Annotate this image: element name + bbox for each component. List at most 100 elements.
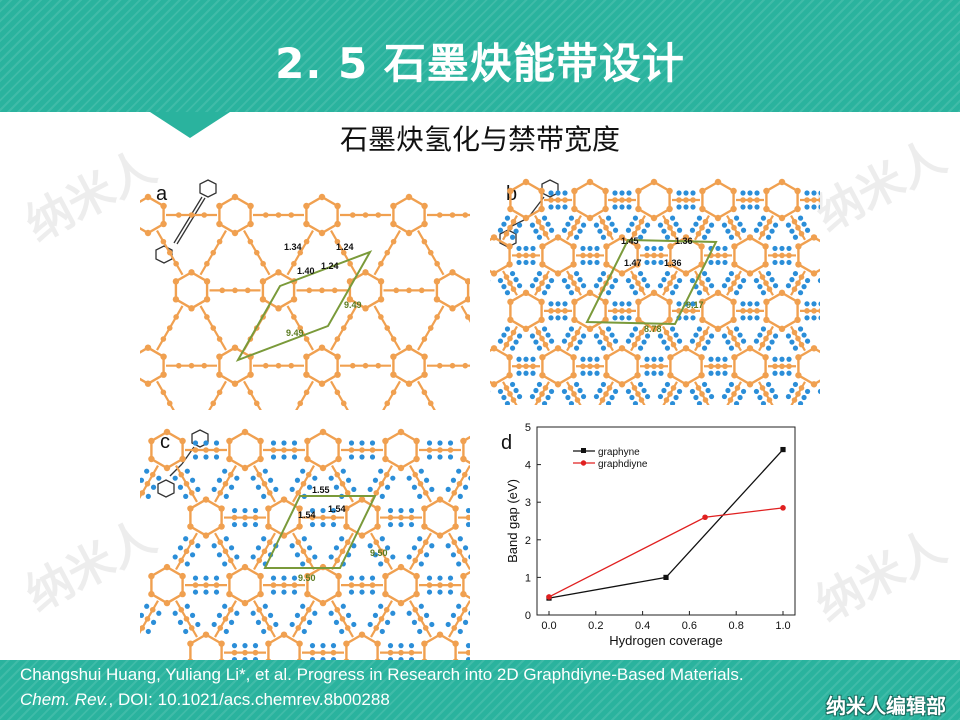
carbon-atom	[319, 287, 325, 294]
carbon-ring	[384, 430, 418, 470]
carbon-atom	[408, 514, 415, 521]
carbon-atom	[570, 243, 577, 250]
carbon-atom	[188, 305, 195, 312]
carbon-atom	[538, 316, 545, 324]
carbon-atom	[538, 205, 545, 213]
carbon-atom	[218, 505, 225, 512]
carbon-atom	[369, 582, 376, 588]
carbon-atom	[427, 249, 434, 256]
bond-length: 1.24	[336, 242, 354, 252]
carbon-atom	[242, 514, 248, 521]
hydrogen-atom	[657, 333, 664, 339]
hydrogen-atom	[294, 552, 301, 558]
carbon-atom	[638, 286, 645, 292]
carbon-atom	[413, 455, 420, 463]
hydrogen-atom	[516, 222, 523, 228]
hydrogen-atom	[462, 545, 469, 551]
carbon-atom	[587, 252, 593, 259]
hydrogen-atom	[562, 301, 568, 307]
hydrogen-atom	[330, 657, 337, 660]
hydrogen-atom	[545, 221, 551, 227]
carbon-atom	[303, 389, 310, 396]
hydrogen-atom	[722, 370, 728, 376]
carbon-atom	[330, 649, 337, 656]
carbon-atom	[413, 590, 420, 598]
hydrogen-atom	[513, 277, 519, 283]
hydrogen-atom	[747, 315, 753, 321]
hydrogen-atom	[804, 227, 811, 233]
hydrogen-atom	[629, 221, 635, 227]
hydrogen-atom	[359, 454, 365, 460]
carbon-atom	[734, 385, 741, 391]
carbon-atom	[187, 505, 194, 512]
carbon-atom	[259, 278, 267, 285]
carbon-ring	[305, 195, 339, 235]
hydrogen-atom	[733, 400, 740, 405]
carbon-atom	[811, 308, 817, 314]
carbon-atom	[763, 391, 769, 397]
carbon-atom	[320, 649, 326, 656]
carbon-atom	[586, 325, 594, 333]
hydrogen-atom	[705, 228, 711, 234]
hydrogen-atom	[753, 388, 760, 395]
carbon-atom	[507, 224, 513, 231]
carbon-atom	[539, 280, 545, 286]
hydrogen-atom	[261, 628, 267, 635]
carbon-atom	[358, 532, 366, 539]
carbon-atom	[348, 447, 355, 453]
hydrogen-atom	[348, 454, 355, 460]
hydrogen-atom	[289, 543, 295, 549]
hydrogen-atom	[429, 621, 435, 628]
data-point-graphdiyne	[780, 505, 786, 511]
carbon-atom	[603, 354, 610, 361]
carbon-atom	[160, 336, 167, 342]
hydrogen-atom	[533, 228, 539, 234]
hydrogen-atom	[172, 610, 178, 616]
hydrogen-atom	[587, 370, 593, 376]
carbon-atom	[247, 389, 254, 396]
carbon-atom	[227, 606, 234, 613]
bond-length: 1.34	[284, 242, 302, 252]
hydrogen-atom	[708, 259, 714, 266]
carbon-atom	[203, 296, 211, 303]
carbon-atom	[319, 599, 327, 607]
carbon-atom	[390, 389, 397, 396]
carbon-atom	[727, 397, 734, 403]
carbon-atom	[160, 238, 167, 245]
carbon-atom	[763, 316, 770, 324]
hydrogen-atom	[145, 493, 151, 499]
hydrogen-atom	[769, 387, 775, 394]
hydrogen-atom	[339, 536, 345, 542]
carbon-ring	[541, 236, 575, 275]
legend-label: graphdiyne	[598, 459, 648, 470]
hydrogen-atom	[577, 228, 583, 234]
carbon-atom	[658, 252, 664, 259]
carbon-atom	[554, 270, 562, 277]
hydrogen-atom	[418, 603, 424, 609]
carbon-atom	[226, 455, 233, 463]
hydrogen-atom	[301, 536, 307, 542]
hydrogen-atom	[408, 657, 415, 660]
hydrogen-atom	[785, 333, 792, 339]
hydrogen-atom	[312, 475, 318, 481]
hydrogen-atom	[817, 388, 820, 394]
hydrogen-atom	[328, 554, 334, 560]
hydrogen-atom	[450, 612, 457, 618]
carbon-atom	[427, 325, 434, 331]
carbon-atom	[798, 341, 805, 348]
hydrogen-atom	[462, 619, 469, 625]
citation-line-1: Changshui Huang, Yuliang Li*, et al. Pro…	[20, 665, 744, 684]
hydrogen-atom	[548, 227, 555, 233]
carbon-atom	[786, 363, 792, 370]
carbon-atom	[548, 308, 554, 314]
hydrogen-atom	[529, 333, 536, 339]
hydrogen-atom	[689, 227, 696, 233]
carbon-atom	[465, 649, 470, 656]
hydrogen-atom	[629, 332, 635, 338]
carbon-atom	[619, 308, 625, 314]
hydrogen-atom	[708, 393, 715, 400]
carbon-atom	[462, 362, 469, 369]
carbon-atom	[794, 187, 801, 195]
carbon-atom	[571, 335, 577, 342]
carbon-atom	[437, 582, 443, 588]
